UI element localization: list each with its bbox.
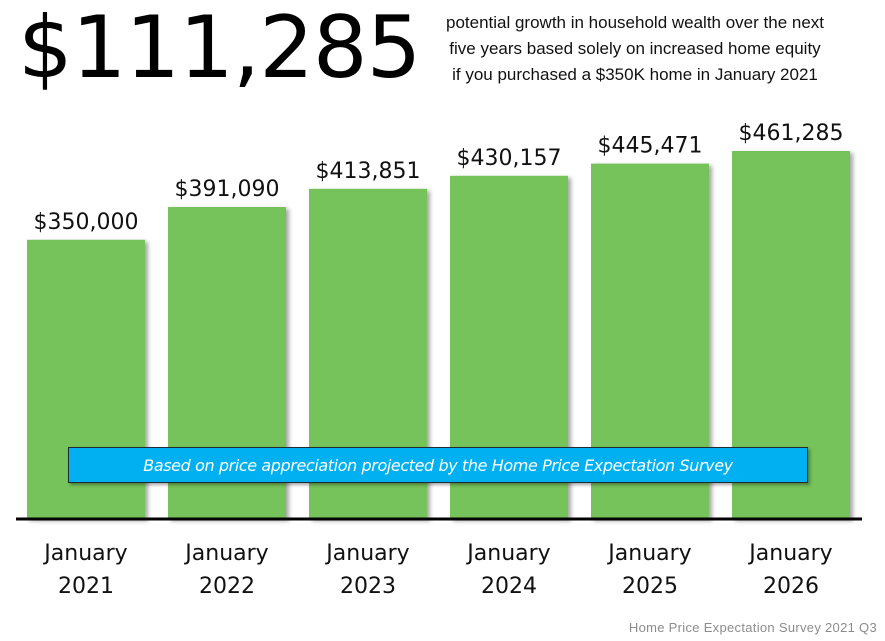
x-tick-year-2024: 2024	[481, 574, 537, 599]
x-tick-year-2022: 2022	[199, 574, 255, 599]
x-tick-year-2021: 2021	[58, 574, 114, 599]
projection-note-banner: Based on price appreciation projected by…	[68, 447, 808, 483]
value-label-2024: $430,157	[457, 146, 562, 171]
value-label-2023: $413,851	[316, 159, 421, 184]
x-tick-year-2026: 2026	[763, 574, 819, 599]
x-tick-month-2025: January	[606, 541, 691, 566]
x-tick-month-2022: January	[183, 541, 268, 566]
source-note: Home Price Expectation Survey 2021 Q3	[628, 620, 877, 635]
x-tick-year-2023: 2023	[340, 574, 396, 599]
x-tick-year-2025: 2025	[622, 574, 678, 599]
x-tick-month-2023: January	[324, 541, 409, 566]
subtitle-line-2: five years based solely on increased hom…	[449, 39, 821, 58]
value-label-2025: $445,471	[598, 134, 703, 159]
subtitle-line-3: if you purchased a $350K home in January…	[452, 65, 818, 84]
value-label-2022: $391,090	[175, 177, 280, 202]
value-label-2026: $461,285	[739, 121, 844, 146]
x-tick-month-2021: January	[42, 541, 127, 566]
x-tick-month-2024: January	[465, 541, 550, 566]
subtitle-line-1: potential growth in household wealth ove…	[445, 13, 825, 32]
x-tick-month-2026: January	[747, 541, 832, 566]
headline-value: $111,285	[18, 0, 421, 98]
value-label-2021: $350,000	[34, 210, 139, 235]
